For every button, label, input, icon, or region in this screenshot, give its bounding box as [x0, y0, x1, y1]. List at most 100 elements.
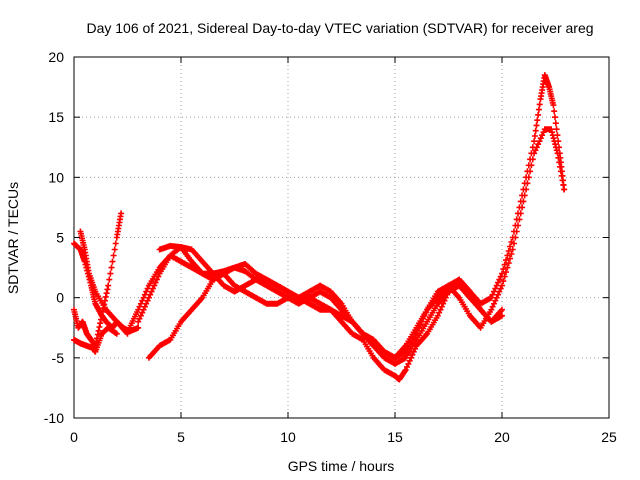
- data-point: [490, 320, 493, 323]
- data-point: [308, 302, 311, 305]
- data-point: [137, 320, 140, 323]
- x-tick-label: 15: [387, 429, 403, 445]
- data-point: [501, 284, 503, 287]
- data-point: [404, 368, 407, 371]
- data-point: [276, 284, 279, 287]
- data-point: [169, 245, 172, 247]
- data-point: [233, 290, 236, 293]
- data-point: [201, 296, 204, 299]
- data-point: [362, 338, 364, 341]
- data-point: [543, 74, 546, 76]
- data-point: [351, 332, 354, 335]
- data-point: [415, 332, 418, 335]
- data-point: [398, 378, 401, 381]
- x-tick-label: 20: [494, 429, 510, 445]
- data-point: [100, 314, 103, 317]
- data-point: [73, 242, 75, 245]
- y-tick-labels: -10 -5 0 5 10 15 20: [44, 49, 64, 426]
- data-point: [447, 284, 450, 287]
- data-point: [77, 326, 80, 329]
- data-point: [404, 350, 407, 353]
- data-point: [158, 248, 161, 251]
- data-point: [94, 290, 97, 293]
- data-point: [297, 302, 300, 305]
- x-tick-label: 10: [280, 429, 296, 445]
- data-point: [558, 152, 561, 155]
- data-point: [255, 278, 257, 281]
- data-point: [83, 248, 86, 251]
- data-point: [85, 332, 88, 335]
- data-point: [222, 284, 225, 287]
- data-point: [169, 254, 172, 257]
- data-point: [383, 356, 386, 359]
- y-tick-label: 20: [48, 49, 64, 65]
- data-point: [73, 308, 75, 311]
- data-point: [308, 296, 311, 299]
- data-point: [533, 140, 535, 143]
- data-point: [458, 278, 461, 281]
- data-point: [233, 284, 236, 287]
- data-point: [490, 308, 493, 311]
- data-point: [105, 308, 107, 311]
- data-point: [148, 356, 150, 359]
- data-point: [79, 230, 82, 233]
- data-point: [426, 308, 428, 311]
- y-axis-label: SDTVAR / TECUs: [5, 182, 21, 294]
- data-point: [329, 290, 332, 293]
- data-point: [128, 326, 131, 329]
- series-trace-h: [135, 244, 505, 367]
- data-point: [394, 362, 396, 365]
- data-point: [319, 284, 321, 287]
- series-trace-g: [156, 72, 568, 361]
- data-point: [511, 236, 514, 239]
- data-point: [479, 308, 482, 311]
- data-point: [276, 290, 279, 293]
- data-point: [552, 104, 555, 107]
- data-point: [255, 296, 257, 299]
- data-point: [372, 338, 375, 341]
- data-point: [543, 128, 546, 131]
- data-point: [436, 296, 439, 299]
- data-point: [105, 320, 107, 323]
- data-point: [115, 236, 118, 239]
- y-tick-label: 5: [56, 230, 64, 246]
- data-point: [394, 374, 396, 377]
- chart-title: Day 106 of 2021, Sidereal Day-to-day VTE…: [86, 20, 593, 36]
- data-point: [222, 272, 225, 275]
- data-point: [372, 356, 375, 359]
- data-point: [255, 272, 257, 275]
- data-point: [319, 290, 321, 293]
- data-series: [71, 72, 568, 383]
- data-point: [319, 302, 321, 305]
- data-point: [190, 260, 193, 263]
- grid-lines: [74, 57, 609, 418]
- data-point: [415, 338, 418, 341]
- x-tick-label: 25: [601, 429, 617, 445]
- y-tick-label: 10: [48, 169, 64, 185]
- data-point: [404, 344, 407, 347]
- data-point: [137, 308, 140, 311]
- data-point: [180, 260, 182, 263]
- data-point: [107, 326, 110, 329]
- series-trace-d: [77, 228, 131, 337]
- data-point: [415, 326, 418, 329]
- data-point: [100, 332, 103, 335]
- data-point: [115, 320, 118, 323]
- data-point: [158, 272, 161, 275]
- data-point: [190, 266, 193, 269]
- data-point: [394, 356, 396, 359]
- data-point: [244, 290, 247, 293]
- y-tick-label: -10: [44, 410, 64, 426]
- data-point: [308, 290, 311, 293]
- x-axis-label: GPS time / hours: [288, 458, 395, 474]
- data-point: [550, 128, 553, 131]
- data-point: [190, 248, 193, 251]
- data-point: [501, 308, 503, 311]
- data-point: [415, 344, 418, 347]
- data-point: [436, 302, 439, 305]
- data-point: [79, 248, 82, 251]
- data-point: [522, 188, 525, 191]
- data-point: [501, 314, 503, 317]
- data-point: [148, 296, 150, 299]
- data-point: [404, 356, 407, 359]
